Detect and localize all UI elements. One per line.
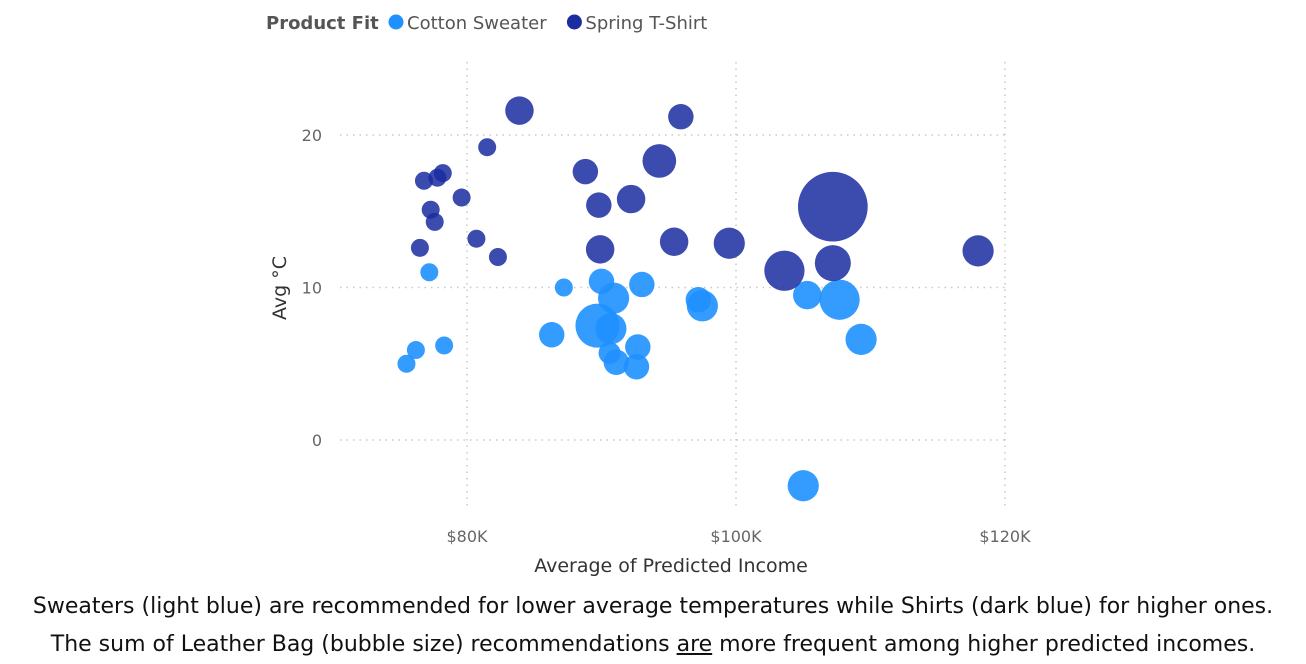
legend: Product Fit Cotton Sweater Spring T-Shirt [266,13,707,34]
caption-line-2-start: The sum of Leather Bag (bubble size) rec… [50,632,677,657]
x-tick-label-1: $80K [446,527,488,546]
y-tick-label-3: 20 [302,126,322,145]
grid-lines [340,62,1006,510]
legend-label-1: Cotton Sweater [407,13,547,34]
bubble-spring-t-shirt-2 [414,171,433,190]
bubble-cotton-sweater-13 [623,354,650,380]
bubble-spring-t-shirt-9 [478,138,497,157]
bubble-cotton-sweater-4 [435,336,454,355]
legend-label-2: Spring T-Shirt [585,13,707,34]
bubble-spring-t-shirt-16 [642,144,677,178]
tick-labels: 0 10 20 $80K $100K $120K [302,126,1031,546]
x-tick-label-3: $120K [979,527,1031,546]
bubble-spring-t-shirt-23 [962,235,994,267]
bubble-cotton-sweater-10 [595,313,627,345]
caption-line-1: Sweaters (light blue) are recommended fo… [32,594,1274,619]
bubble-cotton-sweater-5 [539,322,565,348]
bubble-spring-t-shirt-13 [586,192,612,218]
bubble-cotton-sweater-21 [845,323,877,355]
x-axis-title: Average of Predicted Income [534,555,808,577]
legend-marker-2 [566,14,582,30]
x-tick-label-2: $100K [710,527,762,546]
bubble-spring-t-shirt-17 [659,227,689,256]
bubble-cotton-sweater-12 [603,349,630,375]
y-tick-label-1: 0 [312,431,322,450]
bubble-spring-t-shirt-1 [410,238,429,257]
bubble-spring-t-shirt-20 [764,250,805,291]
bubble-spring-t-shirt-6 [433,164,452,183]
bubble-cotton-sweater-17 [686,290,718,322]
bubbles [397,96,994,502]
y-tick-label-2: 10 [302,279,322,298]
bubble-cotton-sweater-6 [554,278,573,297]
bubble-spring-t-shirt-14 [585,235,615,264]
bubble-cotton-sweater-14 [625,334,651,360]
bubble-spring-t-shirt-7 [452,188,471,207]
bubble-chart: Product Fit Cotton Sweater Spring T-Shirt … [266,13,1031,577]
bubble-spring-t-shirt-8 [467,229,486,248]
bubble-cotton-sweater-1 [397,354,416,373]
bubble-cotton-sweater-3 [420,263,439,282]
bubble-cotton-sweater-18 [787,470,819,502]
bubble-cotton-sweater-20 [819,279,860,320]
bubble-spring-t-shirt-10 [488,248,507,266]
bubble-spring-t-shirt-15 [616,184,646,214]
caption-line-2: The sum of Leather Bag (bubble size) rec… [0,632,1306,657]
bubble-cotton-sweater-2 [406,341,425,360]
bubble-cotton-sweater-9 [598,282,630,314]
bubble-spring-t-shirt-19 [713,227,745,259]
bubble-cotton-sweater-15 [629,271,655,298]
y-axis-title: Avg °C [269,256,291,320]
caption-line-2-end: more frequent among higher predicted inc… [712,632,1256,657]
bubble-spring-t-shirt-21 [797,171,868,242]
bubble-spring-t-shirt-12 [572,158,599,185]
bubble-spring-t-shirt-4 [425,212,444,231]
bubble-spring-t-shirt-22 [814,245,851,282]
bubble-spring-t-shirt-11 [505,96,534,125]
legend-marker-1 [388,14,404,30]
bubble-spring-t-shirt-18 [668,103,694,130]
legend-title: Product Fit [266,13,379,34]
bubble-cotton-sweater-19 [793,280,822,310]
caption-line-2-underlined: are [676,632,713,657]
